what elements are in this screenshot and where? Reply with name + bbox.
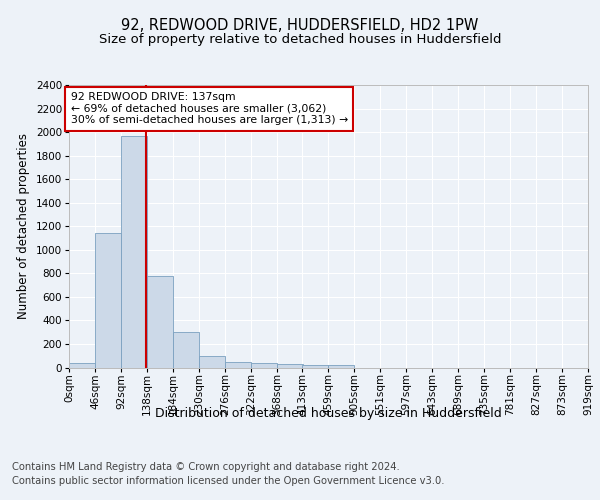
Text: Distribution of detached houses by size in Huddersfield: Distribution of detached houses by size …: [155, 408, 502, 420]
Bar: [251, 363, 277, 368]
Bar: [95, 234, 121, 368]
Bar: [277, 364, 303, 368]
Bar: [199, 356, 225, 368]
Y-axis label: Number of detached properties: Number of detached properties: [17, 133, 30, 320]
Text: Contains public sector information licensed under the Open Government Licence v3: Contains public sector information licen…: [12, 476, 445, 486]
Bar: [302, 365, 328, 368]
Text: 92, REDWOOD DRIVE, HUDDERSFIELD, HD2 1PW: 92, REDWOOD DRIVE, HUDDERSFIELD, HD2 1PW: [121, 18, 479, 32]
Bar: [121, 136, 147, 368]
Bar: [147, 276, 173, 368]
Text: Size of property relative to detached houses in Huddersfield: Size of property relative to detached ho…: [99, 32, 501, 46]
Bar: [173, 332, 199, 368]
Text: 92 REDWOOD DRIVE: 137sqm
← 69% of detached houses are smaller (3,062)
30% of sem: 92 REDWOOD DRIVE: 137sqm ← 69% of detach…: [71, 92, 348, 126]
Bar: [328, 365, 354, 368]
Text: Contains HM Land Registry data © Crown copyright and database right 2024.: Contains HM Land Registry data © Crown c…: [12, 462, 400, 472]
Bar: [69, 364, 95, 368]
Bar: [225, 362, 251, 368]
